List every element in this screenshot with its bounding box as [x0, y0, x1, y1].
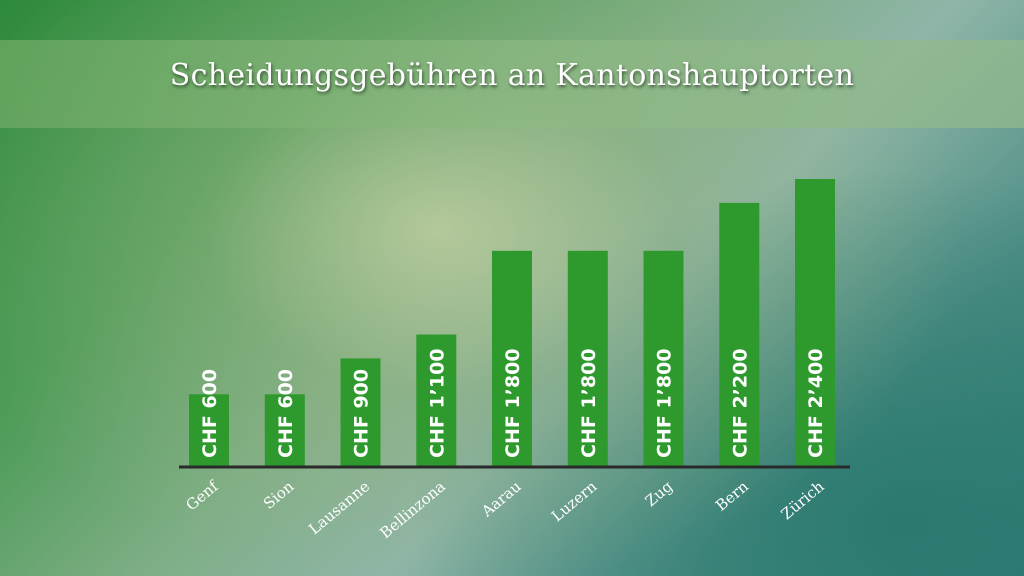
bar-aarau	[492, 250, 532, 467]
bar-value-label: CHF 1’800	[654, 348, 676, 458]
x-tick-label: Genf	[182, 476, 222, 514]
bar-value-label: CHF 600	[275, 369, 297, 458]
bar-value-label: CHF 1’800	[578, 348, 600, 458]
x-tick-label: Zürich	[778, 477, 828, 523]
x-tick-label: Sion	[260, 477, 298, 513]
bar-zug	[643, 250, 684, 467]
chart-title: Scheidungsgebühren an Kantonshauptorten	[169, 58, 855, 93]
x-tick-labels: Genf Sion Lausanne Bellinzona Aarau Luzern Zug…	[182, 476, 827, 542]
bar-value-label: CHF 1’800	[502, 348, 524, 458]
bar-value-label: CHF 2’400	[805, 348, 827, 458]
bar-zürich	[795, 179, 835, 466]
x-tick-label: Zug	[642, 477, 677, 510]
bar-value-label: CHF 2’200	[729, 348, 751, 458]
title-band	[0, 40, 1024, 128]
bar-lausanne	[340, 358, 381, 466]
bar-luzern	[567, 250, 608, 467]
bar-value-label: CHF 900	[351, 369, 373, 458]
bar-bern	[719, 202, 760, 466]
bars-group: CHF 600 CHF 600 CHF 900 CHF 1’100 CHF 1’800 C…	[189, 179, 835, 467]
bar-value-label: CHF 600	[199, 369, 221, 458]
x-tick-label: Bern	[712, 477, 752, 515]
x-tick-label: Lausanne	[305, 477, 373, 538]
x-tick-label: Bellinzona	[376, 477, 449, 542]
bar-bellinzona	[416, 334, 457, 466]
bar-genf	[189, 394, 229, 467]
x-tick-label: Luzern	[548, 477, 601, 525]
x-tick-label: Aarau	[477, 477, 524, 521]
bar-value-label: CHF 1’100	[426, 348, 448, 458]
bar-sion	[264, 394, 305, 467]
